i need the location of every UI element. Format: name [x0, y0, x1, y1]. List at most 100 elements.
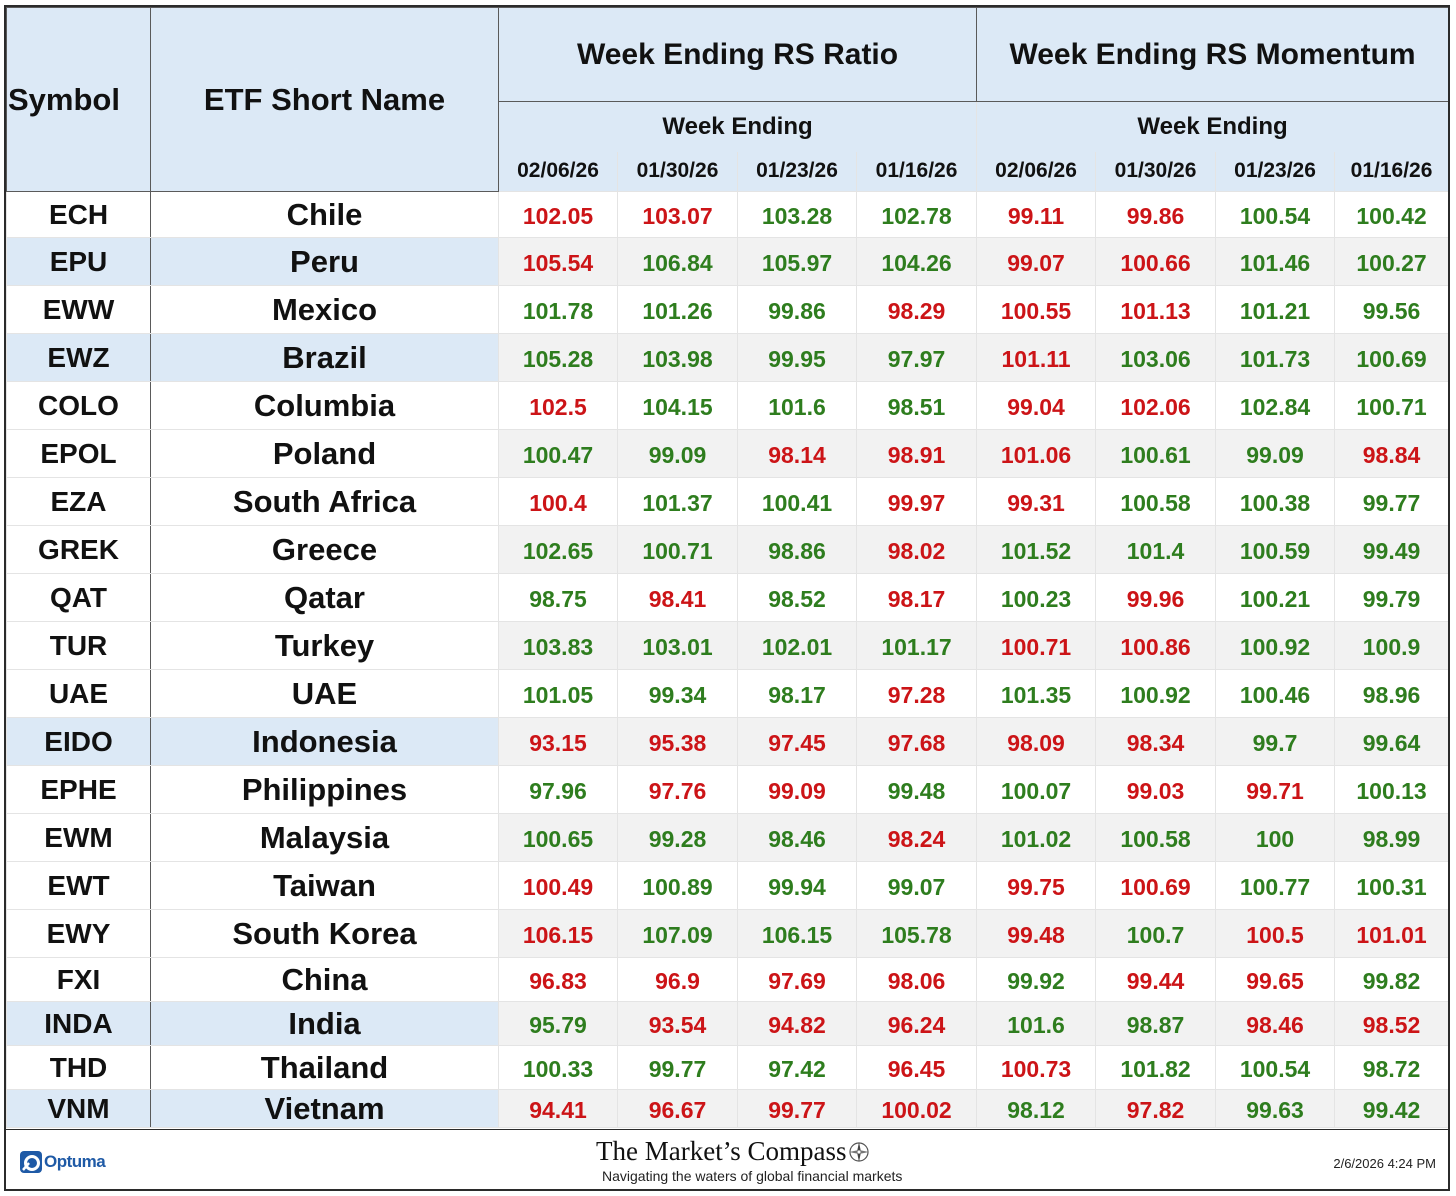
rs-ratio-value: 97.96 [498, 765, 618, 814]
rs-momentum-value: 99.07 [976, 237, 1097, 286]
rs-momentum-value: 101.6 [976, 1001, 1097, 1046]
rs-momentum-value: 102.06 [1095, 381, 1217, 430]
rs-ratio-value: 105.54 [498, 237, 618, 286]
symbol-cell: EPOL [6, 429, 151, 478]
etf-name-cell: Vietnam [150, 1089, 499, 1128]
table-row: QAT Qatar 98.75 98.41 98.52 98.17 100.23 99.96 1… [6, 573, 1448, 622]
etf-name-cell: Thailand [150, 1045, 499, 1090]
table-row: EWY South Korea 106.15 107.09 106.15 105.78 99… [6, 909, 1448, 958]
rs-momentum-value: 98.52 [1334, 1001, 1448, 1046]
etf-name-cell: China [150, 957, 499, 1002]
rs-momentum-value: 103.06 [1095, 333, 1217, 382]
rs-ratio-value: 98.29 [855, 285, 978, 334]
symbol-cell: EWW [6, 285, 151, 334]
ratio-week-ending-label: Week Ending [497, 101, 978, 152]
brand-title: The Market’s Compass [596, 1136, 847, 1166]
rs-ratio-value: 102.5 [498, 381, 618, 430]
rs-ratio-group-header: Week Ending RS Ratio [497, 7, 978, 102]
symbol-cell: EWT [6, 861, 151, 910]
symbol-header: Symbol [6, 7, 151, 192]
rs-ratio-value: 98.46 [737, 813, 857, 862]
table-row: ECH Chile 102.05 103.07 103.28 102.78 99.11 99.… [6, 191, 1448, 238]
symbol-cell: COLO [6, 381, 151, 430]
optuma-logo-text: Optuma [44, 1152, 106, 1171]
rs-momentum-value: 98.12 [976, 1089, 1097, 1128]
momentum-date-header: 01/30/26 [1095, 151, 1217, 192]
rs-momentum-value: 99.75 [976, 861, 1097, 910]
rs-momentum-value: 100.55 [976, 285, 1097, 334]
rs-ratio-value: 101.78 [498, 285, 618, 334]
etf-name-cell: Brazil [150, 333, 499, 382]
rs-ratio-value: 99.48 [855, 765, 978, 814]
rs-ratio-value: 102.65 [498, 525, 618, 574]
rs-ratio-value: 101.17 [855, 621, 978, 670]
rs-ratio-value: 100.47 [498, 429, 618, 478]
rs-ratio-value: 100.65 [498, 813, 618, 862]
rs-ratio-value: 106.15 [498, 909, 618, 958]
rs-ratio-value: 101.6 [737, 381, 857, 430]
rs-ratio-value: 105.97 [737, 237, 857, 286]
rs-ratio-value: 93.54 [617, 1001, 738, 1046]
ratio-date-header: 01/23/26 [737, 151, 857, 192]
rs-ratio-value: 100.4 [498, 477, 618, 526]
rs-ratio-value: 97.68 [855, 717, 978, 766]
rs-momentum-value: 101.11 [976, 333, 1097, 382]
rs-momentum-value: 100.13 [1334, 765, 1448, 814]
symbol-cell: UAE [6, 669, 151, 718]
rs-momentum-value: 101.01 [1334, 909, 1448, 958]
rs-momentum-value: 101.02 [976, 813, 1097, 862]
etf-name-cell: Peru [150, 237, 499, 286]
rs-ratio-value: 100.71 [617, 525, 738, 574]
rs-ratio-value: 100.49 [498, 861, 618, 910]
rs-momentum-value: 100.58 [1095, 477, 1217, 526]
rs-ratio-value: 106.84 [617, 237, 738, 286]
rs-momentum-value: 101.82 [1095, 1045, 1217, 1090]
rs-ratio-value: 101.26 [617, 285, 738, 334]
rs-momentum-value: 100.42 [1334, 191, 1448, 238]
rs-ratio-value: 99.34 [617, 669, 738, 718]
etf-name-cell: Mexico [150, 285, 499, 334]
rs-ratio-value: 96.24 [855, 1001, 978, 1046]
rs-ratio-value: 97.97 [855, 333, 978, 382]
symbol-cell: QAT [6, 573, 151, 622]
etf-name-cell: South Africa [150, 477, 499, 526]
rs-ratio-value: 100.41 [737, 477, 857, 526]
etf-name-cell: Philippines [150, 765, 499, 814]
rs-momentum-value: 100.31 [1334, 861, 1448, 910]
rs-ratio-value: 98.52 [737, 573, 857, 622]
table-row: COLO Columbia 102.5 104.15 101.6 98.51 99.04 10… [6, 381, 1448, 430]
compass-rose-icon [849, 1141, 870, 1162]
rs-ratio-value: 96.83 [498, 957, 618, 1002]
etf-name-cell: Greece [150, 525, 499, 574]
table-row: EWW Mexico 101.78 101.26 99.86 98.29 100.55 101… [6, 285, 1448, 334]
rs-ratio-value: 105.28 [498, 333, 618, 382]
etf-name-cell: Malaysia [150, 813, 499, 862]
rs-ratio-value: 97.76 [617, 765, 738, 814]
ratio-date-header: 01/30/26 [617, 151, 738, 192]
rs-momentum-value: 99.77 [1334, 477, 1448, 526]
rs-ratio-value: 95.38 [617, 717, 738, 766]
rs-momentum-value: 101.46 [1215, 237, 1336, 286]
rs-ratio-value: 98.41 [617, 573, 738, 622]
rs-momentum-value: 99.09 [1215, 429, 1336, 478]
rs-ratio-value: 99.09 [737, 765, 857, 814]
rs-ratio-value: 97.42 [737, 1045, 857, 1090]
rs-momentum-value: 101.06 [976, 429, 1097, 478]
rs-ratio-value: 99.95 [737, 333, 857, 382]
rs-momentum-value: 99.63 [1215, 1089, 1336, 1128]
rs-momentum-value: 100.71 [1334, 381, 1448, 430]
rs-ratio-value: 98.14 [737, 429, 857, 478]
rs-momentum-value: 99.86 [1095, 191, 1217, 238]
rs-ratio-value: 98.02 [855, 525, 978, 574]
table-row: EPOL Poland 100.47 99.09 98.14 98.91 101.06 100… [6, 429, 1448, 478]
rs-momentum-value: 100.69 [1095, 861, 1217, 910]
rs-ratio-value: 99.94 [737, 861, 857, 910]
etf-name-cell: Turkey [150, 621, 499, 670]
rs-momentum-value: 99.64 [1334, 717, 1448, 766]
rs-momentum-value: 98.87 [1095, 1001, 1217, 1046]
symbol-cell: FXI [6, 957, 151, 1002]
rs-ratio-value: 96.45 [855, 1045, 978, 1090]
rs-momentum-value: 100.5 [1215, 909, 1336, 958]
rs-ratio-value: 98.86 [737, 525, 857, 574]
rs-momentum-value: 100.61 [1095, 429, 1217, 478]
